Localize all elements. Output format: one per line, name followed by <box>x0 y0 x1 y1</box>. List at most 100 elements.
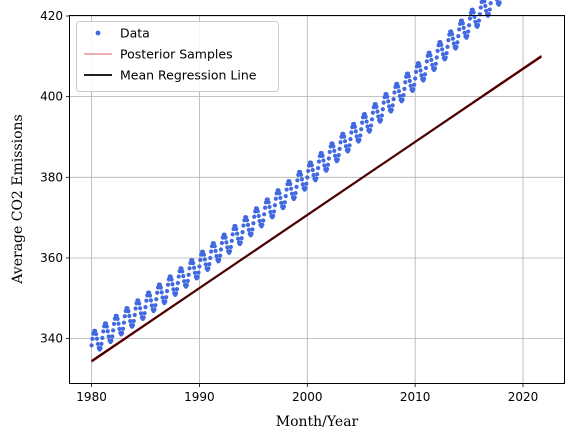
data-point <box>374 104 379 110</box>
data-point <box>143 305 148 310</box>
data-point <box>342 139 348 144</box>
data-point <box>432 66 438 71</box>
data-point <box>306 168 311 174</box>
data-point <box>466 29 471 34</box>
legend-item-data: Data <box>95 26 150 41</box>
data-point <box>244 218 250 223</box>
data-point <box>141 315 146 320</box>
data-point <box>104 324 109 329</box>
data-point <box>241 223 246 228</box>
data-point <box>365 124 370 129</box>
data-point <box>406 74 411 79</box>
data-point <box>389 107 394 112</box>
data-point <box>484 8 489 13</box>
data-point <box>278 195 283 200</box>
data-point <box>260 222 265 227</box>
data-point <box>175 280 180 286</box>
data-point <box>225 245 230 250</box>
data-point <box>262 205 268 210</box>
legend: Data Posterior Samples Mean Regression L… <box>76 21 279 92</box>
data-point <box>196 270 201 275</box>
data-point <box>304 181 309 186</box>
data-point <box>370 110 376 115</box>
data-point <box>93 331 99 337</box>
data-point <box>117 326 122 331</box>
data-point <box>375 109 380 114</box>
data-point <box>497 0 502 6</box>
data-point <box>208 255 213 261</box>
x-tick-label: 1990 <box>184 390 215 404</box>
data-point <box>268 209 273 215</box>
x-axis-title: Month/Year <box>276 414 359 430</box>
data-point <box>173 291 179 296</box>
data-point <box>369 117 375 122</box>
data-point <box>487 7 492 12</box>
data-point <box>360 120 365 125</box>
data-point <box>223 235 228 240</box>
data-point <box>353 129 358 134</box>
data-point <box>147 293 153 298</box>
data-point <box>101 329 106 334</box>
data-point <box>137 301 142 306</box>
data-point <box>461 25 466 30</box>
data-point <box>444 51 449 56</box>
data-point <box>349 130 354 135</box>
data-point <box>218 247 224 252</box>
data-point <box>423 65 429 71</box>
data-point <box>439 42 444 47</box>
data-point <box>450 36 455 41</box>
y-tick-label: 420 <box>40 9 63 23</box>
data-point <box>100 335 105 340</box>
data-point <box>201 252 207 257</box>
data-point <box>255 209 260 214</box>
data-point <box>411 87 416 92</box>
data-point <box>412 82 417 87</box>
data-point <box>430 62 435 67</box>
data-point <box>182 279 187 284</box>
data-point <box>369 123 374 128</box>
data-point <box>192 270 198 275</box>
data-point <box>98 346 103 351</box>
data-point <box>273 196 278 201</box>
data-point <box>433 61 438 66</box>
data-point <box>185 278 190 283</box>
data-point <box>90 336 95 341</box>
data-point <box>111 321 117 327</box>
data-point <box>451 41 456 46</box>
data-point <box>246 227 251 233</box>
data-point <box>130 323 136 328</box>
data-point <box>445 44 450 49</box>
data-point <box>422 72 428 77</box>
data-point <box>262 212 267 217</box>
data-point <box>456 33 461 39</box>
data-point <box>209 249 214 254</box>
data-point <box>214 253 219 259</box>
data-point <box>148 298 153 303</box>
data-point <box>153 303 158 308</box>
data-point <box>454 44 459 49</box>
data-point <box>149 303 154 308</box>
data-point <box>460 21 465 26</box>
data-point <box>164 289 170 294</box>
data-point <box>227 249 233 254</box>
data-point <box>408 83 413 88</box>
data-point <box>163 299 168 304</box>
data-point <box>110 334 115 339</box>
data-point <box>251 221 256 226</box>
data-point <box>191 260 196 266</box>
data-point <box>465 33 470 39</box>
data-point <box>358 133 363 138</box>
data-point <box>184 283 189 288</box>
data-point <box>446 38 451 43</box>
data-point <box>197 264 202 269</box>
data-point <box>195 274 200 279</box>
y-tick-label: 400 <box>40 90 63 104</box>
data-point <box>283 194 288 199</box>
data-point <box>235 236 241 241</box>
data-point <box>407 78 412 83</box>
data-point <box>320 153 325 158</box>
legend-label-mean: Mean Regression Line <box>120 68 257 83</box>
legend-label-posterior: Posterior Samples <box>120 47 233 62</box>
data-point <box>158 285 163 290</box>
